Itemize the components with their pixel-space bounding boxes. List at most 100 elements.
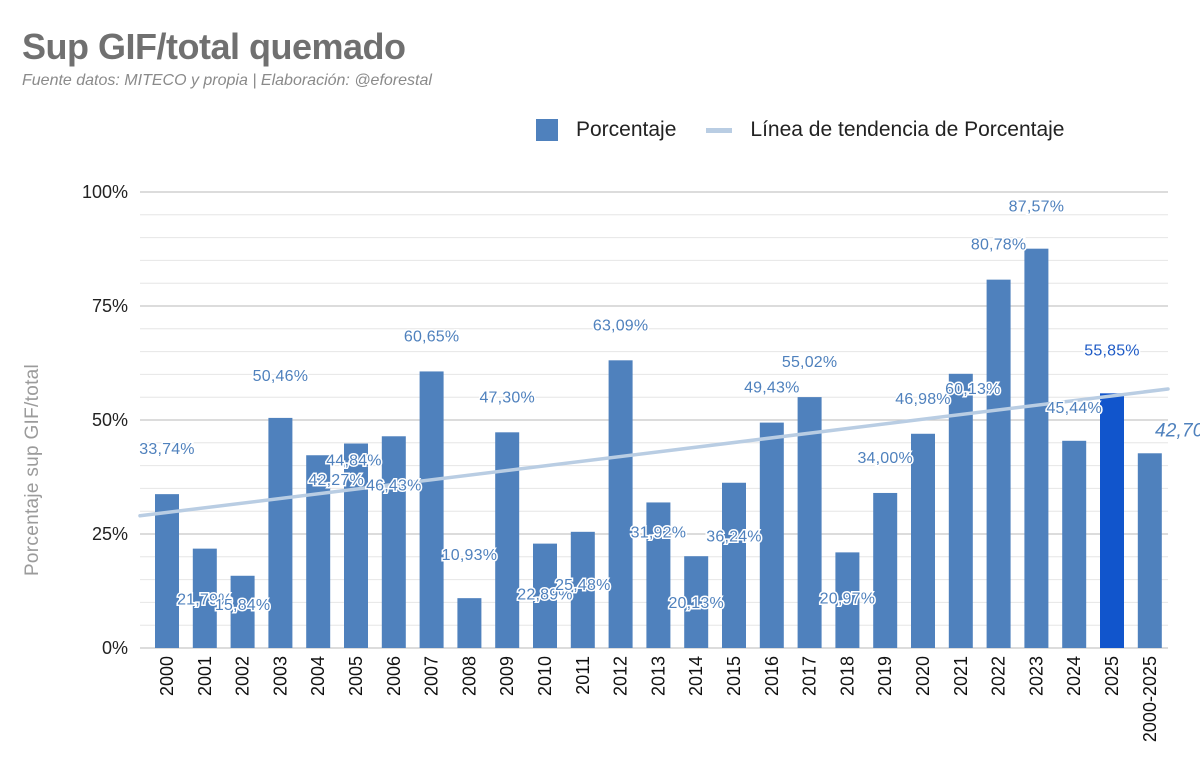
x-axis: 2000 2001 2002 2003 2004 2005 2006 2007 2008 2009…: [157, 656, 1160, 742]
x-tick-label: 2025: [1102, 656, 1122, 696]
bar: [1137, 453, 1162, 648]
legend-trend-label: Línea de tendencia de Porcentaje: [750, 118, 1065, 141]
legend-bar-label: Porcentaje: [576, 118, 677, 141]
legend-trend-swatch: [706, 127, 733, 133]
data-label: 33,74%: [139, 441, 194, 458]
bar: [419, 371, 444, 648]
data-label: 44,84%: [326, 453, 381, 470]
x-tick-label: 2020: [913, 656, 933, 696]
x-tick-label: 2003: [270, 656, 290, 696]
bar: [873, 492, 898, 648]
data-label: 42,27%: [308, 472, 363, 489]
bars: [155, 248, 1162, 649]
data-label: 60,65%: [404, 328, 459, 345]
x-tick-label: 2000-2025: [1140, 656, 1160, 742]
x-tick-label: 2015: [724, 656, 744, 696]
data-label: 22,89%: [517, 587, 572, 604]
x-tick-label: 2019: [875, 656, 895, 696]
y-axis: 0% 25% 50% 75% 100%: [82, 182, 128, 658]
x-tick-label: 2001: [195, 656, 215, 696]
bar: [684, 556, 709, 648]
bar: [570, 531, 595, 648]
bar: [533, 543, 557, 648]
bar: [948, 373, 973, 648]
x-tick-label: 2014: [686, 656, 706, 696]
bar: [835, 552, 860, 648]
x-tick-label: 2018: [837, 656, 857, 696]
bar: [608, 360, 633, 648]
bar: [306, 455, 331, 648]
data-label: 46,43%: [366, 477, 421, 494]
data-label: 55,02%: [782, 354, 837, 371]
y-tick-label: 50%: [92, 410, 128, 430]
y-tick-label: 100%: [82, 182, 128, 202]
x-tick-label: 2016: [762, 656, 782, 696]
bar: [646, 502, 671, 648]
data-label: 46,98%: [895, 391, 950, 408]
data-label: 20,97%: [820, 590, 875, 607]
bar: [230, 575, 255, 648]
x-tick-label: 2017: [800, 656, 820, 696]
data-label: 21,79%: [177, 592, 232, 609]
x-tick-label: 2013: [648, 656, 668, 696]
bar: [797, 397, 822, 648]
x-tick-label: 2006: [384, 656, 404, 696]
bar: [1100, 393, 1124, 648]
legend-bar-swatch: [536, 119, 558, 141]
data-label: 80,78%: [971, 237, 1026, 254]
x-tick-label: 2008: [459, 656, 479, 696]
bar: [495, 432, 520, 648]
data-label: 45,44%: [1046, 400, 1101, 417]
x-tick-label: 2005: [346, 656, 366, 696]
bar: [759, 422, 784, 648]
legend: Porcentaje Línea de tendencia de Porcent…: [536, 116, 1064, 144]
x-tick-label: 2004: [308, 656, 328, 696]
x-tick-label: 2024: [1064, 656, 1084, 696]
data-label: 25,48%: [555, 577, 610, 594]
x-tick-label: 2010: [535, 656, 555, 696]
x-tick-label: 2021: [951, 656, 971, 696]
chart-title: Sup GIF/total quemado: [22, 26, 406, 67]
bar: [155, 494, 179, 648]
data-label: 55,85%: [1084, 342, 1139, 359]
bar: [1024, 248, 1049, 649]
x-tick-label: 2002: [233, 656, 253, 696]
bar: [192, 548, 217, 648]
x-tick-label: 2007: [422, 656, 442, 696]
y-axis-title: Porcentaje sup GIF/total: [22, 364, 43, 576]
y-tick-label: 75%: [92, 296, 128, 316]
data-label: 63,09%: [593, 317, 648, 334]
data-label: 50,46%: [253, 368, 308, 385]
y-tick-label: 25%: [92, 524, 128, 544]
data-label: 20,13%: [668, 595, 723, 612]
data-label: 60,13%: [945, 381, 1000, 398]
data-label: 47,30%: [479, 389, 534, 406]
data-label: 31,92%: [631, 524, 686, 541]
x-tick-label: 2012: [611, 656, 631, 696]
data-label: 15,84%: [215, 597, 270, 614]
x-tick-label: 2009: [497, 656, 517, 696]
data-label: 10,93%: [442, 547, 497, 564]
y-tick-label: 0%: [102, 638, 128, 658]
data-label: 49,43%: [744, 380, 799, 397]
x-tick-label: 2000: [157, 656, 177, 696]
data-label: 87,57%: [1009, 199, 1064, 216]
trendline: [138, 387, 1170, 518]
data-labels: 33,74% 21,79%15,84% 50,46% 42,27% 44,84% 46,4…: [138, 197, 1200, 615]
data-label: 42,70%: [1155, 420, 1200, 441]
bar: [457, 598, 482, 648]
bar: [722, 482, 746, 648]
bar: [344, 443, 368, 648]
trendline-line: [138, 387, 1170, 518]
bar: [1062, 440, 1087, 648]
x-tick-label: 2011: [573, 656, 593, 695]
bar: [911, 433, 935, 648]
x-tick-label: 2023: [1026, 656, 1046, 696]
bar: [381, 436, 406, 648]
data-label: 34,00%: [857, 450, 912, 467]
data-label: 36,24%: [706, 529, 761, 546]
x-tick-label: 2022: [989, 656, 1009, 696]
bar: [268, 417, 293, 648]
bar: [986, 279, 1011, 648]
